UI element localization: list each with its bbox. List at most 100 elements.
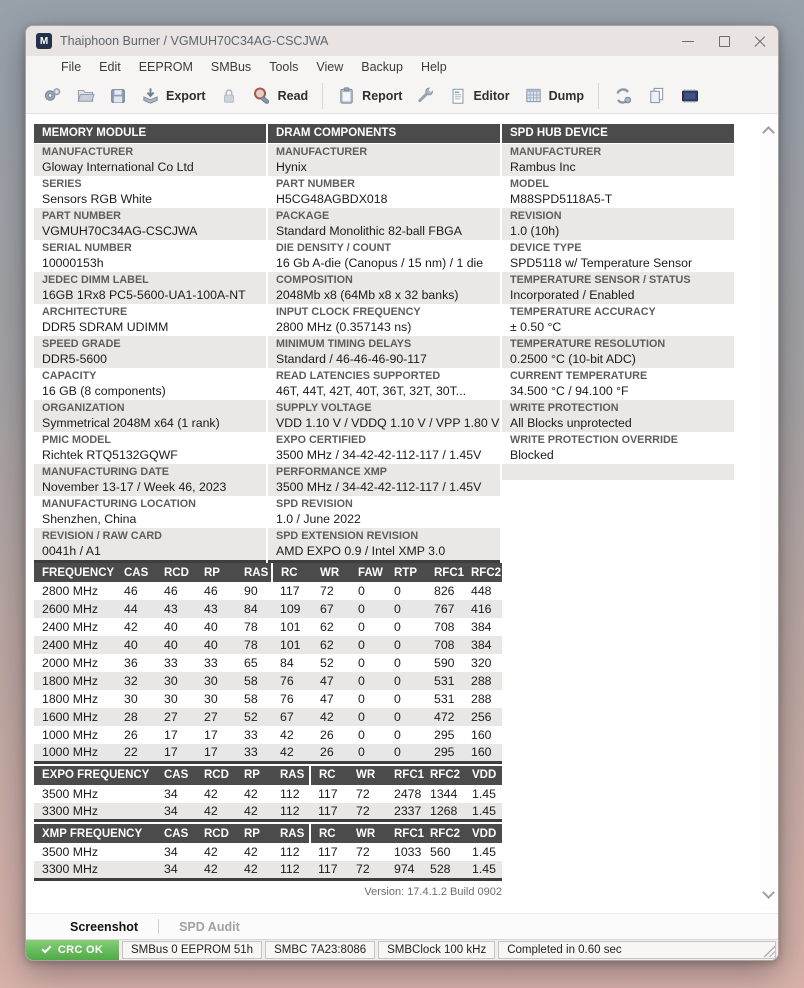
menu-item-tools[interactable]: Tools <box>269 60 299 74</box>
table-cell: 288 <box>463 672 502 690</box>
field-value: 2800 MHz (0.357143 ns) <box>276 320 412 334</box>
field-label: CAPACITY <box>42 370 97 382</box>
table-cell: 117 <box>310 802 348 821</box>
close-icon[interactable] <box>754 35 766 47</box>
report-button-label: Report <box>362 88 403 103</box>
field-label: SPEED GRADE <box>42 338 121 350</box>
section-header: MEMORY MODULE <box>34 124 266 143</box>
section-header: DRAM COMPONENTS <box>268 124 500 143</box>
settings-button[interactable] <box>36 82 69 109</box>
editor-button[interactable]: Editor <box>442 83 516 109</box>
table-cell: 112 <box>272 861 310 879</box>
table-cell: 288 <box>471 692 492 706</box>
table-cell: 590 <box>434 656 455 670</box>
table-cell: 2400 MHz <box>34 636 116 654</box>
field-value: DDR5 SDRAM UDIMM <box>42 320 169 334</box>
menu-item-view[interactable]: View <box>316 60 344 74</box>
table-cell: 0 <box>394 656 401 670</box>
table-row: 1800 MHz 32 30 30 58 76 47 0 0 531 288 <box>34 672 502 690</box>
menu-item-smbus[interactable]: SMBus <box>210 60 252 74</box>
table-cell: 0 <box>386 672 426 690</box>
maximize-icon[interactable] <box>718 35 730 47</box>
menu-item-eeprom[interactable]: EEPROM <box>138 60 193 74</box>
field-label: INPUT CLOCK FREQUENCY <box>276 306 421 318</box>
column-header: RAS <box>272 765 310 785</box>
menu-item-help[interactable]: Help <box>420 60 447 74</box>
tab-spd-audit[interactable]: SPD Audit <box>179 919 240 934</box>
export-button[interactable]: Export <box>134 82 213 109</box>
table-cell: 42 <box>204 845 218 859</box>
column-header: XMP FREQUENCY <box>34 824 156 843</box>
field-value: All Blocks unprotected <box>510 416 632 430</box>
spd-chip-button[interactable] <box>673 82 707 110</box>
menu-item-edit[interactable]: Edit <box>99 60 121 74</box>
table-cell: 72 <box>320 584 334 598</box>
column-header: RFC2 <box>422 765 464 785</box>
open-button[interactable] <box>69 82 102 109</box>
status-smbclock: SMBClock 100 kHz <box>378 941 496 959</box>
table-cell: 384 <box>463 636 502 654</box>
table-cell: 0 <box>394 620 401 634</box>
dram-components-panel: DRAM COMPONENTS MANUFACTURER Hynix PART NUM… <box>268 124 500 563</box>
table-cell: 62 <box>312 636 350 654</box>
info-row: PART NUMBER VGMUH70C34AG-CSCJWA <box>34 208 266 240</box>
table-cell: 46 <box>124 584 138 598</box>
table-cell: 27 <box>196 708 236 726</box>
table-cell: 117 <box>318 845 338 859</box>
title-bar[interactable]: M Thaiphoon Burner / VGMUH70C34AG-CSCJWA <box>26 26 778 56</box>
tools-button[interactable] <box>409 82 442 109</box>
table-cell: 43 <box>156 600 196 618</box>
table-cell: 0 <box>350 672 386 690</box>
info-row: SERIAL NUMBER 10000153h <box>34 240 266 272</box>
report-button[interactable]: Report <box>330 82 409 109</box>
field-value: Incorporated / Enabled <box>510 288 635 302</box>
refresh-scan-button[interactable] <box>606 82 640 110</box>
copy-button[interactable] <box>640 82 673 109</box>
memory-module-panel: MEMORY MODULE MANUFACTURER Gloway Internat… <box>34 124 266 563</box>
info-row: SPD EXTENSION REVISION AMD EXPO 0.9 / Int… <box>268 528 500 560</box>
read-button[interactable]: Read <box>245 82 316 110</box>
tab-screenshot[interactable]: Screenshot <box>70 919 139 934</box>
export-button-label: Export <box>166 88 206 103</box>
table-cell: 34 <box>164 845 178 859</box>
info-row: MINIMUM TIMING DELAYS Standard / 46-46-46… <box>268 336 500 368</box>
table-cell: 2337 <box>386 802 422 821</box>
minimize-icon[interactable] <box>682 35 694 47</box>
table-cell: 295 <box>426 744 463 762</box>
table-row: 3500 MHz 34 42 42 112 117 72 1033 560 1.45 <box>34 843 502 861</box>
field-value: 16GB 1Rx8 PC5-5600-UA1-100A-NT <box>42 288 246 302</box>
field-value: VDD 1.10 V / VDDQ 1.10 V / VPP 1.80 V <box>276 416 500 430</box>
table-row: 1600 MHz 28 27 27 52 67 42 0 0 472 256 <box>34 708 502 726</box>
table-cell: 1800 MHz <box>42 692 99 706</box>
field-value: 0.2500 °C (10-bit ADC) <box>510 352 636 366</box>
table-cell: 22 <box>116 744 156 762</box>
scroll-down-icon[interactable] <box>762 886 775 899</box>
vertical-scrollbar[interactable] <box>760 118 777 909</box>
dump-button[interactable]: Dump <box>517 82 591 109</box>
table-row: 1000 MHz 26 17 17 33 42 26 0 0 295 160 <box>34 726 502 744</box>
scroll-up-icon[interactable] <box>762 126 775 139</box>
field-label: MANUFACTURER <box>276 146 368 158</box>
field-label: DEVICE TYPE <box>510 242 582 254</box>
table-cell: 76 <box>280 692 294 706</box>
menu-bar: File Edit EEPROM SMBus Tools View Backup Help <box>26 56 778 78</box>
xmp-timing-table: XMP FREQUENCY CAS RCD RP RAS RC WR RFC1 RFC2 VDD 3… <box>34 824 502 881</box>
table-cell: 117 <box>310 861 348 879</box>
field-label: MANUFACTURING LOCATION <box>42 498 196 510</box>
lock-button[interactable] <box>213 83 245 109</box>
save-button[interactable] <box>102 83 134 109</box>
table-cell: 26 <box>312 744 350 762</box>
menu-item-file[interactable]: File <box>61 60 82 74</box>
table-cell: 26 <box>124 728 138 742</box>
table-cell: 46 <box>164 584 178 598</box>
section-header: SPD HUB DEVICE <box>502 124 734 143</box>
editor-button-label: Editor <box>473 88 510 103</box>
field-value: Symmetrical 2048M x64 (1 rank) <box>42 416 220 430</box>
table-cell: 117 <box>318 786 338 801</box>
table-cell: 67 <box>312 600 350 618</box>
column-header: FAW <box>350 563 386 582</box>
table-cell: 43 <box>196 600 236 618</box>
table-cell: 40 <box>156 636 196 654</box>
menu-item-backup[interactable]: Backup <box>361 60 403 74</box>
read-magnifier-icon <box>252 86 272 106</box>
